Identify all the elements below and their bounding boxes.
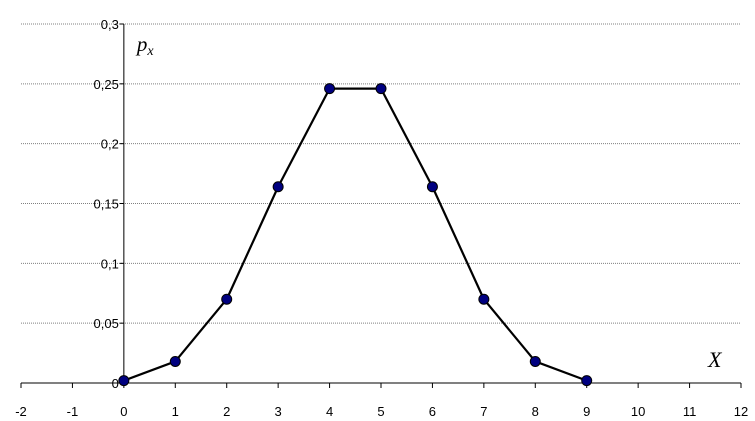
x-tick-label: 2: [223, 404, 230, 419]
series-line: [123, 87, 588, 382]
series: [118, 83, 593, 387]
x-tick-label: 9: [583, 404, 590, 419]
x-tick-label: -1: [67, 404, 79, 419]
x-tick-label: 12: [734, 404, 748, 419]
y-tick-label: 0,25: [94, 77, 119, 92]
y-tick-label: 0: [112, 376, 119, 391]
x-tick-label: 1: [172, 404, 179, 419]
y-tick-label: 0,3: [101, 17, 119, 32]
x-tick-label: 8: [532, 404, 539, 419]
y-tick-label: 0,15: [94, 197, 119, 212]
data-point: [169, 355, 181, 367]
data-point: [581, 375, 593, 387]
x-tick-label: 4: [326, 404, 333, 419]
x-tick-label: 7: [480, 404, 487, 419]
data-point: [375, 83, 387, 95]
y-axis-label: px: [135, 32, 155, 59]
y-axis-label-main: p: [135, 32, 148, 56]
data-point: [272, 181, 284, 193]
data-point: [221, 293, 233, 305]
gridlines: [21, 23, 741, 324]
x-tick-label: 6: [429, 404, 436, 419]
x-tick-label: 0: [120, 404, 127, 419]
x-tick-label: 5: [377, 404, 384, 419]
data-point: [529, 355, 541, 367]
data-point: [426, 181, 438, 193]
x-tick-label: 11: [683, 404, 697, 419]
y-axis-label-subscript: x: [146, 44, 154, 59]
data-point: [478, 293, 490, 305]
axis-ticks: 00,050,10,150,20,250,3-2 -1 0 1 2 3 4 5 6 7 8 9 10 11…: [15, 17, 748, 419]
x-tick-label: 10: [631, 404, 645, 419]
y-tick-label: 0,2: [101, 137, 119, 152]
x-tick-label: 3: [275, 404, 282, 419]
data-point: [324, 83, 336, 95]
y-tick-label: 0,1: [101, 256, 119, 271]
x-axis-label: X: [707, 347, 723, 372]
data-point: [118, 375, 130, 387]
y-tick-label: 0,05: [94, 316, 119, 331]
x-tick-label: -2: [15, 404, 27, 419]
